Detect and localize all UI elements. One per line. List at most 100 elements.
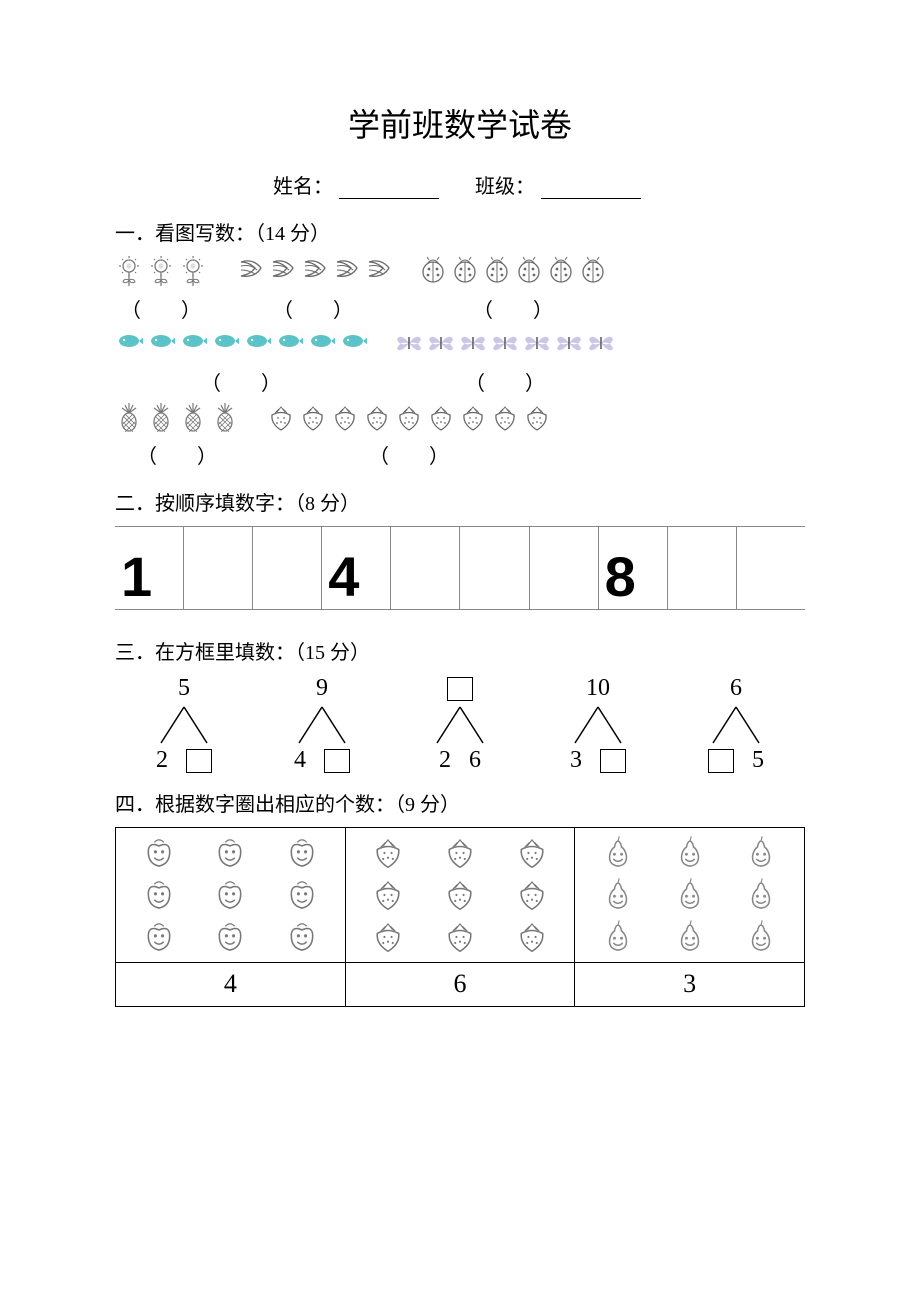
answer-box[interactable] xyxy=(600,749,626,773)
pear-face-icon xyxy=(673,876,707,914)
fish-icon xyxy=(275,329,303,361)
sunflower-icon xyxy=(115,256,143,288)
apple-face-icon xyxy=(285,876,319,914)
circle-items-cell[interactable] xyxy=(345,828,575,963)
class-input-line[interactable] xyxy=(541,198,641,199)
answer-blank[interactable]: （ ） xyxy=(267,440,551,469)
count-group: （ ） xyxy=(419,256,607,323)
bond-lines-icon xyxy=(701,705,771,745)
answer-box[interactable] xyxy=(708,749,734,773)
sequence-cell: 1 xyxy=(115,527,184,609)
strawberry-icon xyxy=(371,834,405,872)
q4-heading: 四．根据数字圈出相应的个数：（9 分） xyxy=(115,788,805,817)
strawberry-icon xyxy=(443,876,477,914)
answer-blank[interactable]: （ ） xyxy=(419,294,607,323)
butterfly-icon xyxy=(491,329,519,361)
sequence-cell: 4 xyxy=(322,527,391,609)
sequence-cell[interactable] xyxy=(253,527,322,609)
count-group: （ ） xyxy=(115,256,207,323)
fish-icon xyxy=(147,329,175,361)
answer-blank[interactable]: （ ） xyxy=(115,294,207,323)
pineapple-icon xyxy=(115,402,143,434)
strawberry-icon xyxy=(459,402,487,434)
answer-blank[interactable]: （ ） xyxy=(395,367,615,396)
answer-blank[interactable]: （ ） xyxy=(115,440,239,469)
fish-icon xyxy=(243,329,271,361)
answer-box[interactable] xyxy=(186,749,212,773)
class-label: 班级： xyxy=(475,176,535,198)
sequence-cell[interactable] xyxy=(530,527,599,609)
ladybug-icon xyxy=(579,256,607,288)
sequence-cell[interactable] xyxy=(184,527,253,609)
apple-face-icon xyxy=(213,834,247,872)
strawberry-icon xyxy=(395,402,423,434)
sequence-cell[interactable] xyxy=(391,527,460,609)
number-bond: 5 2 xyxy=(149,675,219,774)
strawberry-icon xyxy=(371,876,405,914)
target-number: 3 xyxy=(575,963,805,1007)
count-group: （ ） xyxy=(235,256,391,323)
pineapple-icon xyxy=(147,402,175,434)
apple-face-icon xyxy=(285,918,319,956)
strawberry-icon xyxy=(523,402,551,434)
sequence-cell[interactable] xyxy=(668,527,737,609)
strawberry-icon xyxy=(427,402,455,434)
sequence-cell: 8 xyxy=(599,527,668,609)
count-group: （ ） xyxy=(115,329,367,396)
banana-icon xyxy=(331,256,359,288)
bond-lines-icon xyxy=(287,705,357,745)
pineapple-icon xyxy=(211,402,239,434)
pear-face-icon xyxy=(601,834,635,872)
circle-items-cell[interactable] xyxy=(116,828,346,963)
fish-icon xyxy=(211,329,239,361)
number-bond: 10 3 xyxy=(563,675,633,774)
name-label: 姓名： xyxy=(273,176,333,198)
strawberry-icon xyxy=(515,918,549,956)
circle-items-cell[interactable] xyxy=(575,828,805,963)
pear-face-icon xyxy=(744,918,778,956)
q1-heading: 一．看图写数：（14 分） xyxy=(115,217,805,246)
ladybug-icon xyxy=(515,256,543,288)
student-info-line: 姓名： 班级： xyxy=(115,170,805,199)
apple-face-icon xyxy=(213,918,247,956)
strawberry-icon xyxy=(443,918,477,956)
answer-box[interactable] xyxy=(447,677,473,701)
apple-face-icon xyxy=(285,834,319,872)
banana-icon xyxy=(235,256,263,288)
count-group: （ ） xyxy=(267,402,551,469)
fish-icon xyxy=(179,329,207,361)
strawberry-icon xyxy=(299,402,327,434)
apple-face-icon xyxy=(142,876,176,914)
worksheet-page: 学前班数学试卷 姓名： 班级： 一．看图写数：（14 分） （ ） （ ） （ … xyxy=(0,0,920,1047)
answer-blank[interactable]: （ ） xyxy=(235,294,391,323)
butterfly-icon xyxy=(427,329,455,361)
fish-icon xyxy=(339,329,367,361)
answer-box[interactable] xyxy=(324,749,350,773)
count-group: （ ） xyxy=(395,329,615,396)
banana-icon xyxy=(299,256,327,288)
strawberry-icon xyxy=(371,918,405,956)
sunflower-icon xyxy=(179,256,207,288)
number-bond: 26 xyxy=(425,675,495,774)
pear-face-icon xyxy=(744,876,778,914)
strawberry-icon xyxy=(363,402,391,434)
pear-face-icon xyxy=(673,918,707,956)
sequence-cell[interactable] xyxy=(460,527,529,609)
pear-face-icon xyxy=(673,834,707,872)
count-group: （ ） xyxy=(115,402,239,469)
q1-container: （ ） （ ） （ ） （ ） （ ） （ ） （ ） xyxy=(115,256,805,469)
number-sequence-table: 1 4 8 xyxy=(115,526,805,610)
answer-blank[interactable]: （ ） xyxy=(115,367,367,396)
pear-face-icon xyxy=(601,876,635,914)
sequence-cell[interactable] xyxy=(737,527,805,609)
pear-face-icon xyxy=(601,918,635,956)
ladybug-icon xyxy=(547,256,575,288)
bond-lines-icon xyxy=(425,705,495,745)
strawberry-icon xyxy=(515,834,549,872)
name-input-line[interactable] xyxy=(339,198,439,199)
q2-heading: 二．按顺序填数字：（8 分） xyxy=(115,487,805,516)
ladybug-icon xyxy=(483,256,511,288)
q3-heading: 三．在方框里填数：（15 分） xyxy=(115,636,805,665)
butterfly-icon xyxy=(523,329,551,361)
number-bonds-row: 5 29 4 2610 36 5 xyxy=(115,675,805,774)
